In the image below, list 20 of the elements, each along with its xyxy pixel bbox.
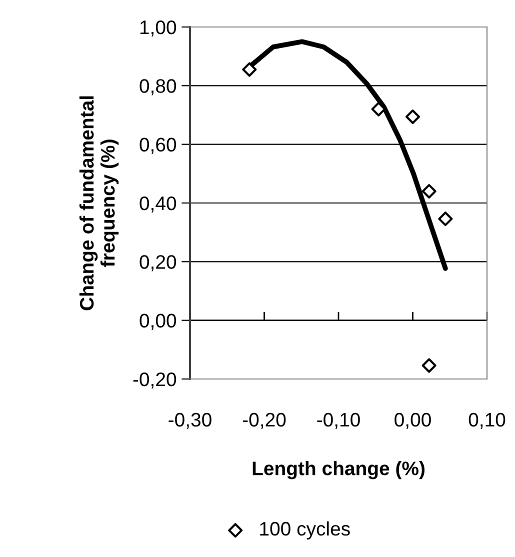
- y-tick-label: 1,00: [140, 20, 176, 37]
- x-tick-label: -0,30: [168, 412, 212, 429]
- y-tick-label: 0,00: [140, 314, 176, 330]
- y-tick-label: 0,40: [140, 196, 176, 213]
- y-axis-title: Change of fundamental frequency (%): [79, 96, 119, 310]
- y-tick-label: 0,20: [140, 255, 176, 272]
- x-tick-label: -0,10: [317, 412, 360, 429]
- point: [438, 212, 453, 226]
- y-tick-label: -0,20: [133, 372, 176, 389]
- x-tick-label: 0,10: [468, 412, 506, 429]
- x-tick-label: -0,20: [242, 412, 286, 429]
- point: [242, 62, 257, 77]
- y-tick-label: 0,60: [140, 138, 176, 154]
- point: [405, 110, 420, 124]
- y-tick-label: 0,80: [140, 79, 176, 96]
- x-axis-title: Length change (%): [252, 461, 424, 480]
- x-tick-label: 0,00: [394, 412, 431, 429]
- point: [422, 358, 436, 373]
- legend-label: 100 cycles: [260, 521, 350, 540]
- point: [422, 184, 436, 199]
